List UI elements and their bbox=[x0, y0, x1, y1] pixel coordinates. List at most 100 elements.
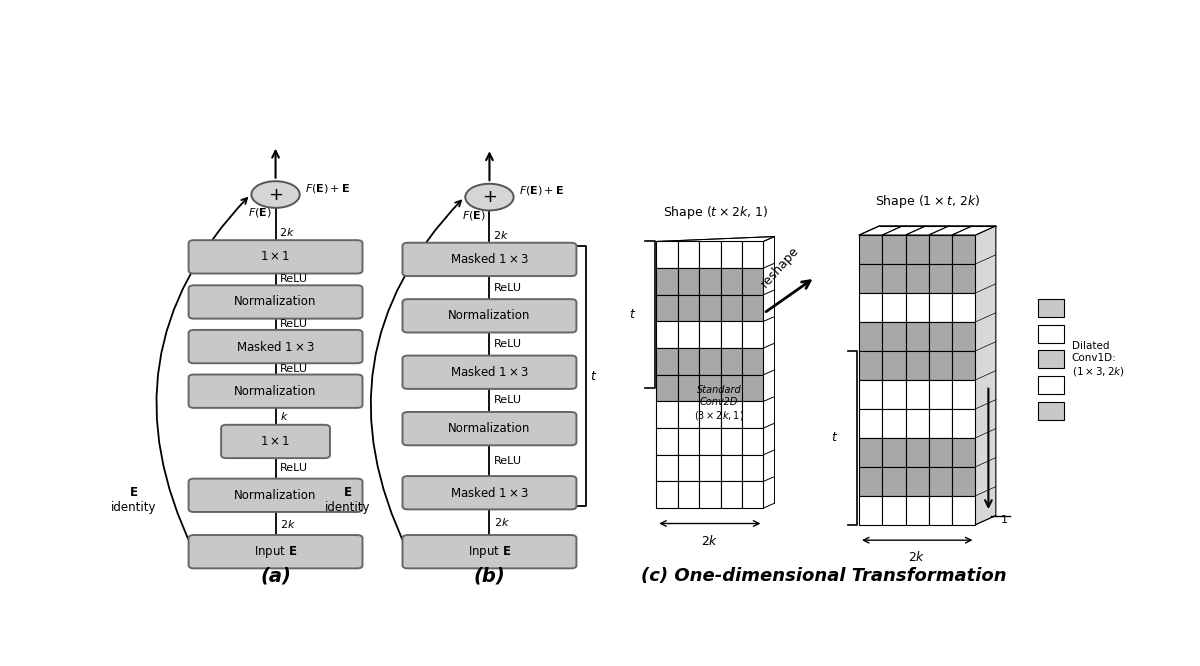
Bar bbox=[906, 264, 929, 293]
Bar bbox=[656, 455, 678, 482]
Bar bbox=[929, 264, 952, 293]
Bar bbox=[952, 293, 976, 322]
Bar bbox=[906, 496, 929, 525]
Polygon shape bbox=[882, 226, 926, 235]
Bar bbox=[952, 496, 976, 525]
Text: Shape ($1\times t$, $2k$): Shape ($1\times t$, $2k$) bbox=[875, 193, 980, 210]
Text: $2k$: $2k$ bbox=[908, 550, 926, 564]
Text: $t$: $t$ bbox=[590, 370, 598, 382]
Bar bbox=[700, 242, 720, 268]
FancyBboxPatch shape bbox=[402, 535, 576, 568]
Bar bbox=[882, 293, 906, 322]
Bar bbox=[859, 293, 882, 322]
Bar bbox=[700, 455, 720, 482]
Text: $\mathbf{E}$
identity: $\mathbf{E}$ identity bbox=[325, 486, 371, 514]
Bar bbox=[720, 295, 742, 322]
Bar bbox=[656, 482, 678, 508]
Text: ReLU: ReLU bbox=[494, 456, 522, 466]
Text: Normalization: Normalization bbox=[234, 489, 317, 501]
Text: Shape ($t\times2k$, 1): Shape ($t\times2k$, 1) bbox=[662, 204, 768, 221]
Text: reshape: reshape bbox=[758, 244, 802, 290]
Bar bbox=[929, 438, 952, 467]
FancyBboxPatch shape bbox=[221, 425, 330, 458]
Bar bbox=[700, 268, 720, 295]
Bar bbox=[1038, 402, 1064, 420]
Bar bbox=[882, 496, 906, 525]
Polygon shape bbox=[976, 226, 996, 525]
Text: ReLU: ReLU bbox=[281, 319, 308, 329]
Text: ReLU: ReLU bbox=[494, 282, 522, 292]
Bar bbox=[929, 293, 952, 322]
Bar bbox=[882, 264, 906, 293]
Bar bbox=[929, 380, 952, 409]
Bar bbox=[678, 375, 700, 402]
Bar bbox=[700, 402, 720, 428]
Circle shape bbox=[251, 181, 300, 208]
Bar bbox=[882, 438, 906, 467]
Bar bbox=[656, 322, 678, 348]
Text: Normalization: Normalization bbox=[234, 385, 317, 398]
Bar bbox=[700, 348, 720, 375]
Text: $2k$: $2k$ bbox=[494, 516, 510, 528]
Bar bbox=[1038, 350, 1064, 368]
Bar bbox=[678, 428, 700, 455]
Text: Standard
Conv2D
$(3\times2k,1)$: Standard Conv2D $(3\times2k,1)$ bbox=[694, 385, 744, 422]
Bar bbox=[1038, 325, 1064, 343]
FancyBboxPatch shape bbox=[402, 412, 576, 446]
Text: $1\times1$: $1\times1$ bbox=[260, 250, 290, 263]
Bar bbox=[678, 242, 700, 268]
Text: $2k$: $2k$ bbox=[701, 533, 719, 547]
Text: $2k$: $2k$ bbox=[280, 226, 295, 238]
Bar bbox=[952, 467, 976, 496]
Bar bbox=[859, 235, 882, 264]
FancyArrowPatch shape bbox=[156, 198, 247, 549]
Bar bbox=[906, 351, 929, 380]
FancyBboxPatch shape bbox=[188, 330, 362, 363]
Bar bbox=[859, 467, 882, 496]
Bar bbox=[720, 482, 742, 508]
Text: Dilated
Conv1D:
$(1\times3, 2k)$: Dilated Conv1D: $(1\times3, 2k)$ bbox=[1072, 341, 1124, 378]
Bar bbox=[656, 348, 678, 375]
Bar bbox=[929, 235, 952, 264]
FancyBboxPatch shape bbox=[188, 240, 362, 274]
Text: Input $\mathbf{E}$: Input $\mathbf{E}$ bbox=[254, 543, 298, 559]
Bar bbox=[720, 455, 742, 482]
Text: (b): (b) bbox=[474, 566, 505, 585]
Text: Normalization: Normalization bbox=[449, 422, 530, 435]
Text: Masked $1\times3$: Masked $1\times3$ bbox=[236, 340, 316, 354]
Bar bbox=[906, 409, 929, 438]
Bar bbox=[906, 380, 929, 409]
Bar bbox=[952, 380, 976, 409]
Bar bbox=[700, 482, 720, 508]
Bar bbox=[882, 409, 906, 438]
Text: Masked $1\times3$: Masked $1\times3$ bbox=[450, 365, 529, 379]
Bar bbox=[1038, 376, 1064, 394]
Bar bbox=[742, 455, 763, 482]
Bar bbox=[952, 264, 976, 293]
Bar bbox=[742, 322, 763, 348]
Bar bbox=[859, 351, 882, 380]
Bar bbox=[720, 375, 742, 402]
Text: 1: 1 bbox=[1001, 515, 1008, 525]
Text: Normalization: Normalization bbox=[234, 296, 317, 308]
Bar bbox=[656, 428, 678, 455]
Bar bbox=[742, 348, 763, 375]
Bar bbox=[859, 438, 882, 467]
Bar bbox=[742, 295, 763, 322]
Text: $\mathbf{E}$
identity: $\mathbf{E}$ identity bbox=[110, 486, 156, 514]
Polygon shape bbox=[929, 226, 972, 235]
Text: $2k$: $2k$ bbox=[281, 517, 296, 529]
Text: +: + bbox=[268, 186, 283, 204]
Bar bbox=[859, 496, 882, 525]
FancyBboxPatch shape bbox=[188, 479, 362, 512]
Text: $t$: $t$ bbox=[629, 308, 636, 321]
Bar bbox=[700, 295, 720, 322]
Text: $t$: $t$ bbox=[832, 432, 839, 444]
Bar bbox=[720, 268, 742, 295]
Bar bbox=[929, 409, 952, 438]
Text: (a): (a) bbox=[260, 566, 290, 585]
Bar bbox=[720, 242, 742, 268]
Polygon shape bbox=[952, 226, 996, 235]
FancyArrowPatch shape bbox=[371, 200, 461, 549]
Bar bbox=[882, 351, 906, 380]
